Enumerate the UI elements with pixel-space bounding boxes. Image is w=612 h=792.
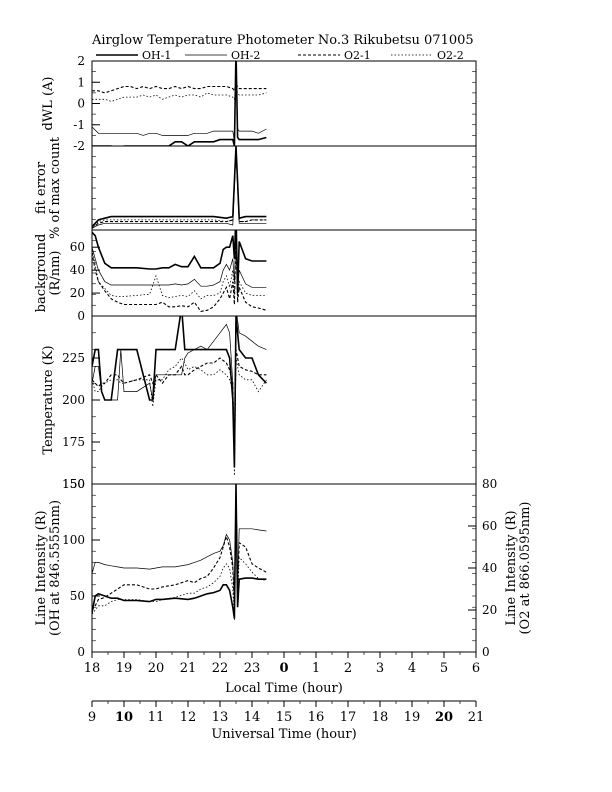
series-line-o2-1	[92, 83, 267, 94]
y-tick-label: 2	[77, 54, 85, 68]
y2-tick-label: 60	[482, 519, 497, 533]
y-axis-label: dWL (A)	[41, 77, 56, 131]
ut-tick-label: 13	[212, 710, 229, 725]
y-axis-label-2: (R/nm)	[48, 250, 63, 295]
series-line-o2-2	[92, 488, 267, 621]
series-line-oh-1	[92, 146, 267, 228]
series-line-oh-2	[92, 484, 267, 602]
ut-tick-label: 9	[88, 710, 96, 725]
lt-tick-label: 22	[212, 661, 229, 676]
y-tick-label: 1	[77, 75, 85, 89]
y-tick-label: 150	[62, 477, 85, 491]
legend-label-o2-1: O2-1	[344, 49, 371, 62]
chart-title: Airglow Temperature Photometer No.3 Riku…	[91, 33, 474, 48]
y-tick-label: 0	[77, 645, 85, 659]
legend: OH-1 OH-2 O2-1 O2-2	[96, 49, 464, 62]
local-time-axis: 18 19 20 21 22 23 0 1 2 3 4 5 6 Local Time (hour)	[84, 651, 480, 696]
series-line-oh-2	[92, 316, 267, 451]
lt-tick-label: 4	[408, 661, 416, 676]
ut-tick-label: 15	[276, 710, 293, 725]
y-tick-label: 175	[62, 435, 85, 449]
y2-axis-label: Line Intensity (R)	[504, 510, 519, 625]
y2-tick-label: 80	[482, 477, 497, 491]
legend-label-o2-2: O2-2	[437, 49, 464, 62]
y-tick-label: 150	[62, 477, 85, 491]
y-axis-label-2: % of max count	[48, 136, 63, 239]
y-tick-label: -1	[73, 118, 85, 132]
y-axis-label: background	[34, 234, 49, 313]
y-tick-label: 0	[77, 97, 85, 111]
ut-tick-label: 21	[468, 710, 485, 725]
panel-background: 60 40 20 0 background (R/nm)	[34, 229, 477, 323]
series-line-oh-2	[92, 230, 267, 294]
lt-tick-label: 6	[472, 661, 480, 676]
lt-tick-label: 1	[312, 661, 320, 676]
legend-label-oh-2: OH-2	[231, 49, 260, 62]
local-time-ticks: 18 19 20 21 22 23 0 1 2 3 4 5 6	[84, 652, 480, 676]
lt-tick-label: 5	[440, 661, 448, 676]
y-tick-label: 50	[70, 589, 85, 603]
y-tick-label: 40	[70, 263, 85, 277]
universal-time-label: Universal Time (hour)	[211, 727, 356, 742]
ut-tick-label: 12	[180, 710, 197, 725]
y2-tick-label: 40	[482, 561, 497, 575]
y-tick-label: 100	[62, 533, 85, 547]
lt-tick-label: 18	[84, 661, 101, 676]
series-line-oh-2	[92, 61, 267, 142]
series-line-oh-1	[92, 61, 267, 146]
y-tick-label: 60	[70, 240, 85, 254]
series-line-o2-1	[92, 235, 267, 313]
ut-tick-label: 16	[308, 710, 325, 725]
series-line-o2-2	[92, 233, 267, 300]
panel-frame	[91, 229, 477, 317]
y-tick-label: 225	[62, 351, 85, 365]
ut-tick-label: 18	[372, 710, 389, 725]
lt-tick-label: 20	[148, 661, 165, 676]
universal-time-ticks: 9 10 11 12 13 14 15 16 17 18 19 20 21	[88, 701, 484, 725]
lt-tick-label: 23	[244, 661, 261, 676]
panel-fit-error: fit error% of max count	[34, 136, 477, 239]
y2-tick-label: 20	[482, 603, 497, 617]
ut-tick-label: 11	[148, 710, 165, 725]
series-line-o2-1	[92, 147, 267, 229]
y-tick-label: -2	[73, 139, 85, 153]
ut-tick-label: 10	[115, 710, 133, 725]
y-axis-label: fit error	[34, 161, 49, 214]
series-line-o2-1	[92, 349, 267, 459]
panel-dwl: 2 1 0 -1 -2 dWL (A)	[41, 54, 477, 153]
legend-label-oh-1: OH-1	[142, 49, 171, 62]
ut-tick-label: 19	[404, 710, 421, 725]
series-line-oh-1	[92, 484, 267, 619]
y-tick-label: 200	[62, 393, 85, 407]
y-tick-label: 0	[77, 309, 85, 323]
series-line-oh-1	[92, 230, 267, 294]
y-axis-label: Temperature (K)	[41, 345, 56, 454]
lt-tick-label: 3	[376, 661, 384, 676]
ut-tick-label: 14	[244, 710, 261, 725]
y-axis-label-2: (OH at 846.5555nm)	[48, 500, 63, 636]
series-line-o2-1	[92, 494, 267, 611]
y2-axis-label-2: (O2 at 866.0595nm)	[518, 501, 533, 634]
ut-tick-label: 20	[435, 710, 453, 725]
lt-tick-label: 0	[279, 661, 288, 676]
panel-temperature: 225 200 175 150 Temperature (K)	[41, 315, 477, 491]
series-line-o2-2	[92, 357, 267, 476]
ut-tick-label: 17	[340, 710, 357, 725]
y2-tick-label: 0	[482, 645, 490, 659]
local-time-label: Local Time (hour)	[225, 681, 343, 696]
lt-tick-label: 19	[116, 661, 133, 676]
y-tick-label: 20	[70, 286, 85, 300]
lt-tick-label: 2	[344, 661, 352, 676]
lt-tick-label: 21	[180, 661, 197, 676]
y-axis-label: Line Intensity (R)	[34, 510, 49, 625]
universal-time-axis: 9 10 11 12 13 14 15 16 17 18 19 20 21 Universal Time…	[88, 700, 484, 742]
panel-frame	[91, 483, 477, 653]
